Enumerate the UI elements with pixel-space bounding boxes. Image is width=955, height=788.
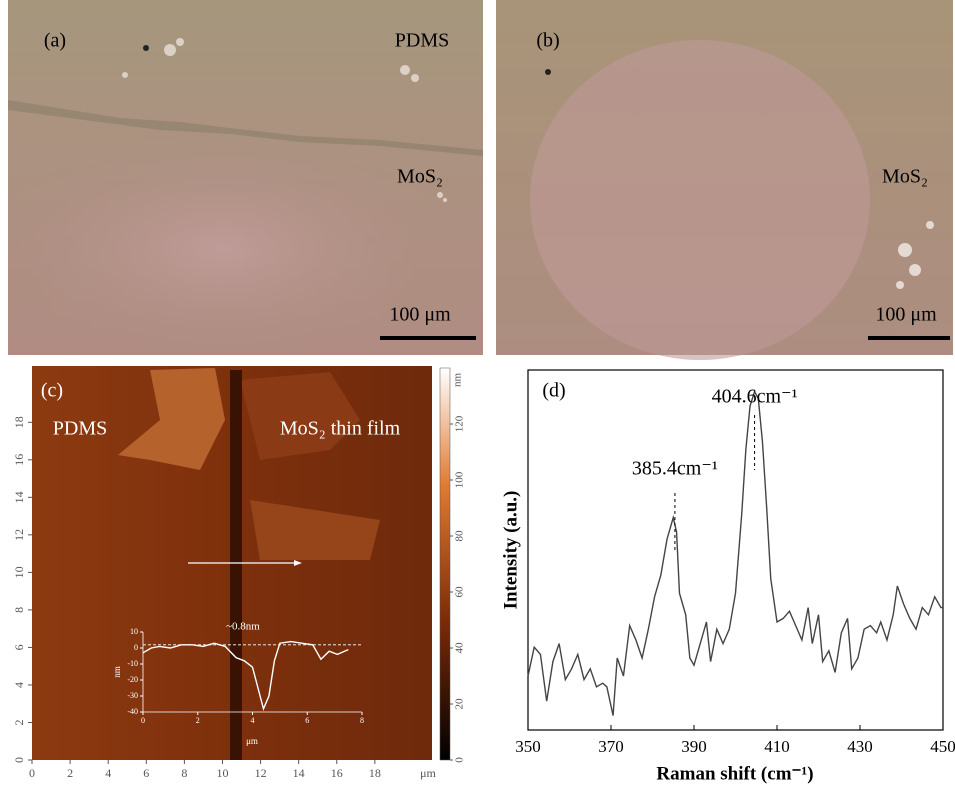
panel-label: (c) <box>41 380 63 402</box>
y-tick-label: 12 <box>12 529 26 541</box>
x-tick-label: 8 <box>181 766 187 780</box>
colorbar-tick-label: 0 <box>454 757 466 763</box>
y-axis-label: nm <box>112 666 122 678</box>
panel-b: (b) MoS₂ 100 μm <box>496 0 953 360</box>
x-tick-label: 0 <box>29 766 35 780</box>
y-tick-label: 14 <box>12 491 26 503</box>
x-tick-label: 6 <box>143 766 149 780</box>
x-tick-label: 10 <box>216 766 228 780</box>
x-tick-label: 370 <box>598 737 624 756</box>
y-tick-label: 10 <box>130 627 138 636</box>
y-tick-label: -10 <box>127 659 138 668</box>
colorbar-tick-label: 100 <box>454 471 466 488</box>
region-label: MoS₂ thin film <box>280 418 401 440</box>
y-tick-label: 10 <box>12 566 26 578</box>
panel-c: (c) PDMS MoS₂ thin film μm nm <box>32 366 464 780</box>
y-tick-label: 4 <box>12 682 26 688</box>
y-tick-label: 8 <box>12 607 26 613</box>
panel-a: (a) PDMS MoS₂ 100 μm <box>8 0 483 355</box>
scale-label: 100 μm <box>389 304 451 326</box>
x-tick-label: 14 <box>293 766 305 780</box>
panel-label: (b) <box>536 30 559 52</box>
speck <box>143 45 149 51</box>
x-tick-label: 4 <box>105 766 111 780</box>
x-tick-label: 0 <box>141 716 145 725</box>
y-tick-label: 2 <box>12 719 26 725</box>
step-label: ~0.8nm <box>226 621 260 633</box>
region-label: MoS₂ <box>397 166 443 188</box>
colorbar-tick-label: 60 <box>454 586 466 598</box>
film-region <box>530 40 870 360</box>
y-tick-label: 0 <box>12 757 26 763</box>
figure: (a) PDMS MoS₂ 100 μm (b) MoS₂ 100 μm (c)… <box>0 0 955 788</box>
data-line <box>528 392 943 716</box>
panel-label: (a) <box>44 30 66 52</box>
region-label: PDMS <box>53 418 107 440</box>
y-tick-label: -20 <box>127 675 138 684</box>
colorbar-tick-label: 120 <box>454 415 466 432</box>
x-tick-label: 390 <box>681 737 707 756</box>
peak-label: 385.4cm⁻¹ <box>632 458 718 480</box>
plot-frame <box>528 370 943 730</box>
x-tick-label: 2 <box>196 716 200 725</box>
x-tick-label: 12 <box>255 766 267 780</box>
x-axis-unit: μm <box>420 766 436 780</box>
x-tick-label: 8 <box>360 716 364 725</box>
scale-label: 100 μm <box>875 304 937 326</box>
panel-label: (d) <box>542 380 565 402</box>
y-axis-label: Intensity (a.u.) <box>500 491 521 610</box>
colorbar <box>440 368 450 760</box>
x-tick-label: 4 <box>251 716 255 725</box>
y-tick-label: 18 <box>12 416 26 428</box>
y-tick-label: 0 <box>134 643 138 652</box>
afm-stripe <box>230 370 242 760</box>
colorbar-tick-label: 80 <box>454 530 466 542</box>
speck <box>545 69 551 75</box>
x-tick-label: 6 <box>305 716 309 725</box>
region-label: PDMS <box>395 30 449 52</box>
x-tick-label: 450 <box>930 737 955 756</box>
x-axis-label: Raman shift (cm⁻¹) <box>656 763 813 784</box>
x-tick-label: 430 <box>847 737 873 756</box>
y-tick-label: -40 <box>127 707 138 716</box>
x-tick-label: 2 <box>67 766 73 780</box>
y-tick-label: -30 <box>127 691 138 700</box>
x-tick-label: 16 <box>331 766 343 780</box>
colorbar-unit: nm <box>452 373 464 388</box>
y-tick-label: 16 <box>12 454 26 466</box>
region-label: MoS₂ <box>882 166 928 188</box>
x-axis-label: μm <box>246 736 258 746</box>
peak-label: 404.6cm⁻¹ <box>712 386 798 408</box>
x-tick-label: 410 <box>764 737 790 756</box>
x-tick-label: 18 <box>369 766 381 780</box>
colorbar-tick-label: 20 <box>454 698 466 710</box>
y-tick-label: 6 <box>12 644 26 650</box>
colorbar-tick-label: 40 <box>454 642 466 654</box>
x-tick-label: 350 <box>515 737 541 756</box>
